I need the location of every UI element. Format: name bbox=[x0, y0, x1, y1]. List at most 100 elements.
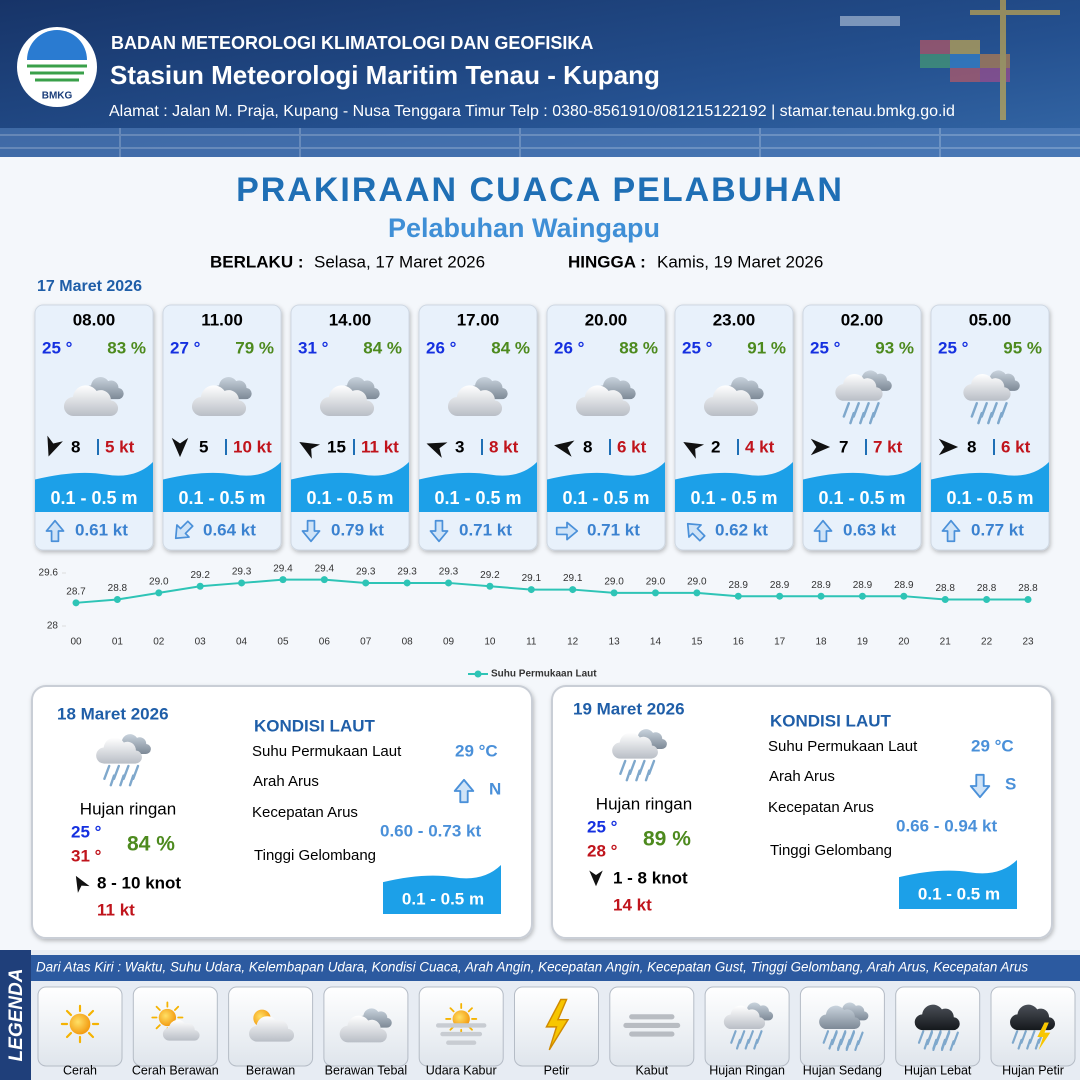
point bbox=[362, 579, 370, 587]
sst: 29 °C bbox=[971, 736, 1014, 755]
value-label: 29.2 bbox=[480, 570, 500, 581]
wave-height: 0.1 - 0.5 m bbox=[690, 488, 777, 508]
current-speed: 0.64 kt bbox=[203, 520, 256, 539]
separator bbox=[225, 439, 227, 455]
wind-speed: 7 bbox=[839, 437, 848, 456]
point bbox=[651, 589, 659, 597]
point bbox=[569, 586, 577, 594]
legend-name: Berawan bbox=[246, 1063, 295, 1077]
wind-speed: 8 - 10 knot bbox=[97, 873, 181, 892]
gust: 7 kt bbox=[873, 437, 903, 456]
current-speed: 0.77 kt bbox=[971, 520, 1024, 539]
x-tick-label: 10 bbox=[484, 637, 496, 648]
separator bbox=[609, 439, 611, 455]
wave-height: 0.1 - 0.5 m bbox=[918, 884, 1000, 903]
humidity: 95 % bbox=[1003, 338, 1042, 357]
y-tick-label: 28 bbox=[47, 621, 59, 632]
wave bbox=[675, 462, 793, 512]
wind-speed: 5 bbox=[199, 437, 208, 456]
wave bbox=[931, 462, 1049, 512]
point bbox=[610, 589, 618, 597]
day-panel bbox=[31, 685, 533, 939]
point bbox=[320, 576, 328, 584]
point bbox=[238, 579, 246, 587]
legend-desc-bg bbox=[31, 955, 1080, 981]
legend-icon bbox=[62, 1006, 98, 1042]
humidity: 83 % bbox=[107, 338, 146, 357]
legend-name: Berawan Tebal bbox=[325, 1063, 407, 1077]
x-tick-label: 14 bbox=[650, 637, 662, 648]
legend-label: Suhu Permukaan Laut bbox=[491, 669, 597, 680]
x-tick-label: 04 bbox=[236, 637, 248, 648]
legend-name: Hujan Sedang bbox=[803, 1063, 882, 1077]
wave-height: 0.1 - 0.5 m bbox=[306, 488, 393, 508]
value-label: 29.1 bbox=[522, 573, 542, 584]
point bbox=[445, 579, 453, 587]
value-label: 29.0 bbox=[646, 577, 666, 588]
value-label: 28.8 bbox=[1018, 583, 1038, 594]
wave bbox=[291, 462, 409, 512]
agency: BADAN METEOROLOGI KLIMATOLOGI DAN GEOFIS… bbox=[111, 33, 593, 53]
logo-mark bbox=[27, 64, 87, 82]
wind-speed: 1 - 8 knot bbox=[613, 868, 688, 887]
current-speed: 0.66 - 0.94 kt bbox=[896, 816, 997, 835]
legend-swatch bbox=[474, 670, 482, 678]
x-tick-label: 20 bbox=[898, 637, 910, 648]
wave bbox=[163, 462, 281, 512]
current-dir: N bbox=[489, 779, 501, 798]
gust: 10 kt bbox=[233, 437, 272, 456]
legend-name: Kabut bbox=[635, 1063, 668, 1077]
point bbox=[279, 576, 287, 584]
legend-name: Hujan Ringan bbox=[709, 1063, 785, 1077]
value-label: 29.0 bbox=[687, 577, 707, 588]
day-date: 18 Maret 2026 bbox=[57, 704, 169, 723]
temp-min: 25 ° bbox=[587, 817, 618, 836]
temperature: 31 ° bbox=[298, 338, 329, 357]
subtitle: Pelabuhan Waingapu bbox=[388, 213, 660, 243]
point bbox=[113, 596, 121, 603]
wind-speed: 8 bbox=[583, 437, 592, 456]
wave bbox=[547, 462, 665, 512]
humidity: 88 % bbox=[619, 338, 658, 357]
current-speed: 0.62 kt bbox=[715, 520, 768, 539]
legend-strip bbox=[0, 950, 31, 1080]
wave-height: 0.1 - 0.5 m bbox=[402, 889, 484, 908]
value-label: 28.9 bbox=[853, 580, 873, 591]
gust: 6 kt bbox=[1001, 437, 1031, 456]
value-label: 29.3 bbox=[397, 567, 417, 578]
wave bbox=[383, 865, 501, 914]
gust: 11 kt bbox=[97, 900, 135, 919]
x-tick-label: 19 bbox=[857, 637, 869, 648]
legend-description: Dari Atas Kiri : Waktu, Suhu Udara, Kele… bbox=[36, 960, 1028, 975]
point bbox=[941, 596, 949, 603]
gust: 14 kt bbox=[613, 895, 652, 914]
current-speed: 0.60 - 0.73 kt bbox=[380, 821, 481, 840]
legend-name: Petir bbox=[544, 1063, 570, 1077]
x-tick-label: 22 bbox=[981, 637, 993, 648]
wave bbox=[899, 860, 1017, 909]
wave-height: 0.1 - 0.5 m bbox=[946, 488, 1033, 508]
temp-max: 31 ° bbox=[71, 846, 102, 865]
wave-label: Tinggi Gelombang bbox=[770, 842, 892, 859]
humidity: 79 % bbox=[235, 338, 274, 357]
point bbox=[817, 592, 825, 600]
separator bbox=[737, 439, 739, 455]
point bbox=[776, 592, 784, 600]
x-tick-label: 17 bbox=[774, 637, 786, 648]
gust: 8 kt bbox=[489, 437, 519, 456]
value-label: 29.4 bbox=[315, 563, 335, 574]
condition-text: Hujan ringan bbox=[596, 794, 692, 813]
temperature: 25 ° bbox=[42, 338, 73, 357]
point bbox=[403, 579, 411, 587]
current-speed-label: Kecepatan Arus bbox=[252, 804, 358, 821]
wind-speed: 15 bbox=[327, 437, 346, 456]
value-label: 28.8 bbox=[935, 583, 955, 594]
legend-name: Udara Kabur bbox=[426, 1063, 497, 1077]
value-label: 29.0 bbox=[149, 577, 169, 588]
sst-label: Suhu Permukaan Laut bbox=[768, 738, 918, 755]
value-label: 28.9 bbox=[770, 580, 790, 591]
x-tick-label: 12 bbox=[567, 637, 579, 648]
point bbox=[527, 586, 535, 594]
value-label: 28.8 bbox=[977, 583, 997, 594]
